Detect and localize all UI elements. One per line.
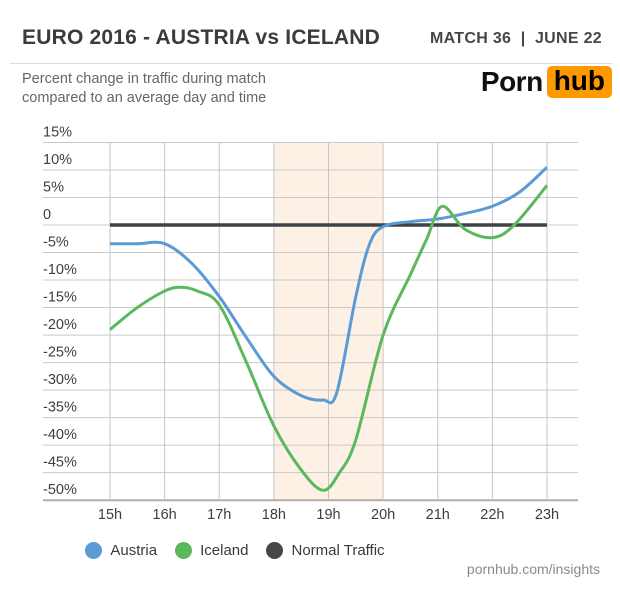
series-line-austria (110, 166, 549, 405)
x-tick-label: 23h (535, 507, 559, 523)
page-title: EURO 2016 - AUSTRIA vs ICELAND (22, 26, 381, 49)
y-tick-label: -25% (43, 345, 77, 361)
chart-legend: Austria Iceland Normal Traffic (0, 542, 470, 559)
x-tick-label: 17h (207, 507, 231, 523)
logo-porn-text: Porn (480, 66, 543, 97)
y-tick-label: -15% (43, 290, 77, 306)
match-info: MATCH 36 | JUNE 22 (430, 30, 602, 47)
x-tick-label: 15h (98, 507, 122, 523)
normal-traffic-color-dot (266, 542, 284, 559)
series-line-iceland (109, 184, 549, 492)
y-tick-label: -35% (43, 400, 77, 416)
x-tick-label: 22h (480, 507, 504, 523)
y-tick-label: -40% (43, 427, 77, 443)
logo-hub-box: hub (546, 66, 612, 98)
header-divider (10, 63, 612, 64)
insights-url: pornhub.com/insights (466, 561, 600, 577)
x-tick-label: 16h (153, 507, 177, 523)
y-tick-label: -10% (43, 262, 77, 278)
x-tick-label: 20h (371, 507, 395, 523)
iceland-color-dot (175, 542, 193, 559)
legend-item-austria: Austria (85, 542, 157, 559)
pornhub-logo: Porn hub (481, 66, 612, 98)
subtitle-line-1: Percent change in traffic during match (22, 71, 266, 87)
chart-subtitle: Percent change in traffic during match c… (22, 70, 266, 108)
legend-label-austria: Austria (110, 542, 158, 559)
y-tick-label: -50% (43, 482, 77, 498)
legend-item-iceland: Iceland (175, 542, 248, 559)
x-tick-label: 21h (426, 507, 450, 523)
y-tick-label: -5% (43, 235, 69, 251)
y-tick-label: -20% (43, 317, 77, 333)
austria-color-dot (85, 542, 103, 559)
legend-item-normal-traffic: Normal Traffic (266, 542, 385, 559)
x-tick-label: 19h (316, 507, 340, 523)
y-tick-label: 5% (43, 179, 64, 195)
y-tick-label: 10% (43, 152, 72, 168)
y-tick-label: 15% (43, 124, 72, 140)
y-tick-label: -45% (43, 455, 77, 471)
subtitle-line-2: compared to an average day and time (22, 90, 267, 106)
legend-label-iceland: Iceland (200, 542, 249, 559)
y-tick-label: 0 (43, 207, 51, 223)
x-tick-label: 18h (262, 507, 286, 523)
y-tick-label: -30% (43, 372, 77, 388)
legend-label-normal-traffic: Normal Traffic (291, 542, 385, 559)
